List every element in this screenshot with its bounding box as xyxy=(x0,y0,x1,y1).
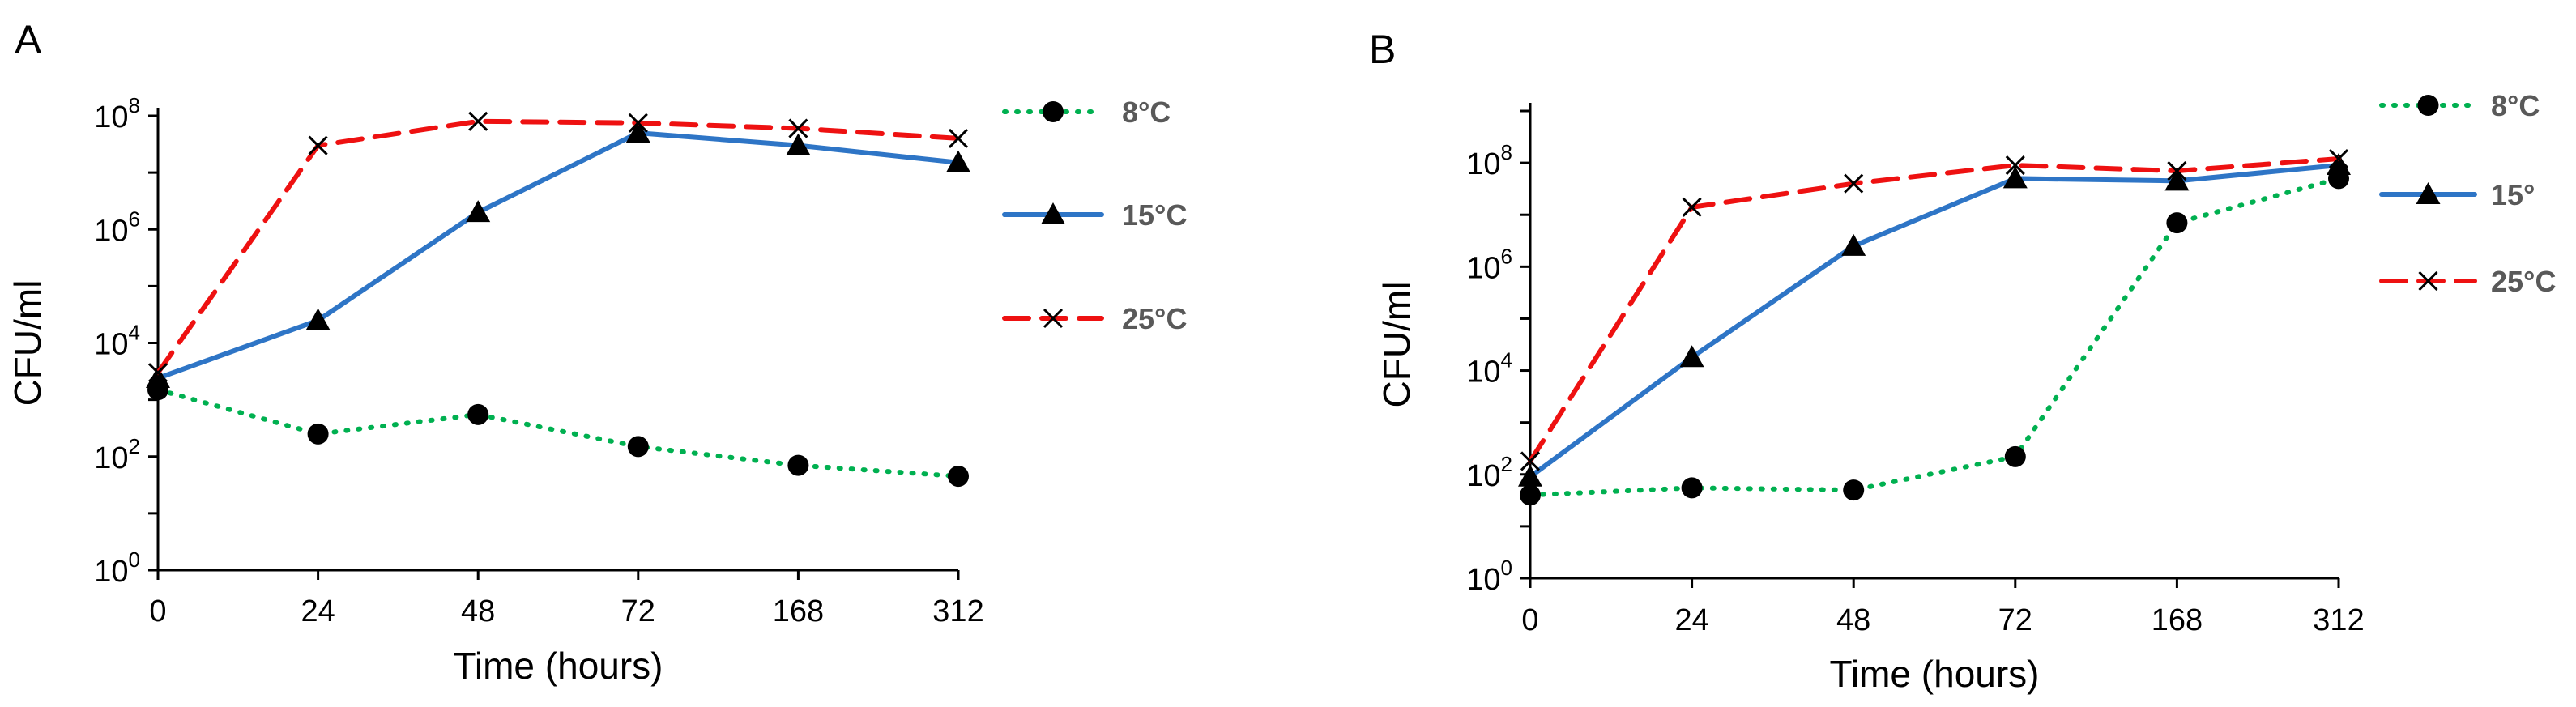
chart-a-data-point xyxy=(628,113,648,133)
chart-b-data-point xyxy=(1518,464,1542,487)
chart-b-x-tick-label: 0 xyxy=(1521,603,1538,637)
chart-a-data-point xyxy=(946,150,970,172)
chart-a-legend-item: 8°C xyxy=(1002,96,1171,129)
chart-b-legend-item: 25°C xyxy=(2379,265,2556,298)
chart-a-data-point xyxy=(147,363,168,383)
chart-a-data-point xyxy=(787,454,809,476)
chart-a-x-tick-label: 312 xyxy=(932,594,983,628)
chart-a-series-line xyxy=(156,130,961,381)
chart-panel-b: B 100 102 104 106 108 0 24 48 72 168 312 Time (hours… xyxy=(1288,0,2576,707)
chart-b-data-point xyxy=(2002,166,2028,189)
chart-b-x-tick-label: 72 xyxy=(1998,603,2032,637)
chart-b-data-point xyxy=(1520,451,1541,471)
chart-b-x-axis-title: Time (hours) xyxy=(1830,653,2040,695)
chart-a-series-2 xyxy=(146,121,970,388)
chart-b-series-line xyxy=(1528,176,2341,498)
chart-a-data-point xyxy=(468,111,488,131)
chart-b-x-tick-label: 312 xyxy=(2313,603,2364,637)
chart-a-data-point xyxy=(948,466,969,488)
chart-b-x-tick-label: 168 xyxy=(2152,603,2203,637)
chart-a-legend-item: 15°C xyxy=(1002,198,1187,232)
chart-b-legend-item: 15° xyxy=(2379,178,2535,211)
chart-b-data-point xyxy=(2004,445,2026,467)
chart-b-y-tick-label: 106 xyxy=(1466,244,1512,285)
chart-b-y-axis-title: CFU/ml xyxy=(1375,282,1418,408)
chart-a-data-point xyxy=(307,423,329,445)
chart-a-series-line xyxy=(156,118,961,376)
chart-b-data-point xyxy=(1682,197,1702,217)
chart-a-y-tick-label: 102 xyxy=(94,434,140,475)
chart-b-legend-label: 25°C xyxy=(2491,265,2556,298)
chart-a-x-tick-label: 48 xyxy=(461,594,495,628)
chart-a-data-point xyxy=(625,121,650,143)
chart-a-data-point xyxy=(786,133,811,155)
chart-a-legend-label: 8°C xyxy=(1122,96,1171,129)
chart-a-legend-marker xyxy=(1041,202,1065,224)
chart-a-data-point xyxy=(467,403,489,425)
chart-a-legend-label: 25°C xyxy=(1122,302,1187,335)
chart-a-x-tick-label: 72 xyxy=(621,594,655,628)
chart-a-data-point xyxy=(948,128,969,148)
chart-a-y-tick-label: 106 xyxy=(94,207,140,248)
chart-b-legend-label: 8°C xyxy=(2491,89,2540,122)
chart-a-series-line xyxy=(156,387,961,479)
chart-b-y-tick-label: 108 xyxy=(1466,140,1512,181)
chart-b-data-point xyxy=(1679,345,1704,368)
chart-b-legend-marker xyxy=(2417,95,2439,116)
chart-b-data-point xyxy=(2167,160,2187,181)
chart-b-data-point xyxy=(2005,155,2025,176)
chart-a-x-tick-label: 24 xyxy=(301,594,335,628)
chart-b-svg: B 100 102 104 106 108 0 24 48 72 168 312 Time (hours… xyxy=(1369,27,2556,695)
chart-a-x-tick-label: 168 xyxy=(773,594,824,628)
chart-a-data-point xyxy=(466,200,491,223)
chart-a-x-tick-label: 0 xyxy=(149,594,166,628)
chart-b-y-tick-label: 102 xyxy=(1466,452,1512,493)
chart-a-data-point xyxy=(308,135,328,155)
chart-b-data-point xyxy=(2166,212,2188,234)
chart-a-x-axis-title: Time (hours) xyxy=(454,645,663,687)
chart-b-legend-marker xyxy=(2418,270,2438,292)
chart-b-legend-label: 15° xyxy=(2491,178,2535,211)
chart-a-data-point xyxy=(627,436,649,458)
chart-b-series-line xyxy=(1528,156,2341,464)
chart-b-legend-item: 8°C xyxy=(2379,89,2540,122)
chart-a-legend-marker xyxy=(1043,308,1064,329)
chart-a-legend-item: 25°C xyxy=(1002,302,1187,335)
chart-b-data-point xyxy=(1520,484,1541,506)
chart-a-y-tick-label: 108 xyxy=(94,93,140,134)
chart-b-y-tick-label: 100 xyxy=(1466,556,1512,597)
chart-b-data-point xyxy=(2327,153,2351,176)
chart-b-x-tick-label: 24 xyxy=(1674,603,1708,637)
chart-a-y-axis-title: CFU/ml xyxy=(6,280,49,407)
chart-b-x-tick-label: 48 xyxy=(1836,603,1870,637)
chart-b-data-point xyxy=(1681,477,1703,499)
chart-b-series-2 xyxy=(1518,153,2351,487)
chart-a-data-point xyxy=(146,365,170,388)
chart-a-data-point xyxy=(305,308,331,330)
chart-b-series-3 xyxy=(1520,148,2349,471)
chart-b-panel-letter: B xyxy=(1369,27,1396,72)
chart-b-legend-marker xyxy=(2416,182,2441,204)
chart-a-y-tick-label: 100 xyxy=(94,547,140,589)
chart-a-legend-label: 15°C xyxy=(1122,198,1187,232)
chart-b-series-1 xyxy=(1520,168,2349,506)
chart-a-legend-marker xyxy=(1043,101,1064,122)
chart-a-data-point xyxy=(788,118,808,138)
chart-a-panel-letter: A xyxy=(15,17,42,62)
chart-panel-a: A 100 102 104 106 108 0 24 48 72 168 312 Time (hours… xyxy=(6,17,1187,687)
chart-b-data-point xyxy=(1844,173,1864,194)
chart-a-series-1 xyxy=(147,379,969,488)
chart-a-series-3 xyxy=(147,111,969,383)
chart-b-data-point xyxy=(1843,479,1865,501)
chart-b-series-line xyxy=(1528,163,2341,479)
chart-a-y-tick-label: 104 xyxy=(94,321,140,362)
chart-a-svg: A 100 102 104 106 108 0 24 48 72 168 312 Time (hours… xyxy=(6,17,1187,687)
chart-b-data-point xyxy=(2328,148,2349,169)
chart-b-data-point xyxy=(2164,168,2190,191)
chart-b-data-point xyxy=(1841,233,1866,256)
chart-b-y-tick-label: 104 xyxy=(1466,348,1512,390)
